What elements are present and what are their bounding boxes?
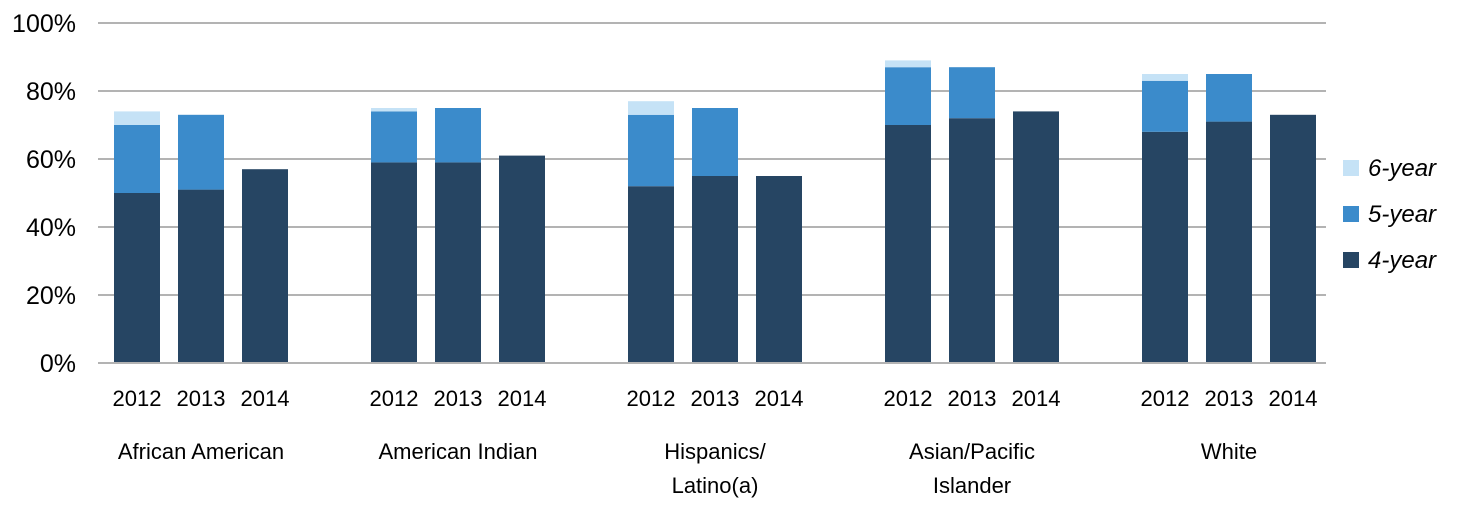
x-tick-label: 2013 (1205, 386, 1254, 411)
y-tick-label: 20% (26, 282, 76, 310)
x-tick-label: 2013 (177, 386, 226, 411)
bar-4-year-2014 (1270, 114, 1316, 363)
x-tick-label: 2013 (691, 386, 740, 411)
x-axis: 2012 2013 2014 African American 2012 2013 2014… (98, 362, 1326, 498)
x-tick-label: 2014 (755, 386, 804, 411)
legend-label: 5-year (1368, 201, 1437, 228)
legend-label: 6-year (1368, 155, 1437, 182)
x-tick-label: 2013 (948, 386, 997, 411)
bar-4-year-2014 (1013, 111, 1059, 364)
bar-4-year-2014 (242, 169, 288, 363)
bar-4-year-2012 (1142, 131, 1188, 363)
x-tick-label: 2014 (1012, 386, 1061, 411)
bar-5-year-2013 (435, 108, 481, 163)
bar-5-year-2012 (885, 67, 931, 125)
y-tick-label: 40% (26, 214, 76, 242)
bar-4-year-2012 (114, 193, 160, 363)
bar-4-year-2013 (1206, 121, 1252, 363)
bar-4-year-2012 (885, 125, 931, 363)
x-tick-label: 2012 (627, 386, 676, 411)
bar-4-year-2014 (499, 155, 545, 363)
bar-5-year-2012 (628, 114, 674, 187)
legend-swatch (1343, 206, 1359, 222)
group-label: Asian/Pacific (909, 439, 1035, 464)
group-label: White (1201, 439, 1257, 464)
y-axis: 0% 20% 40% 60% 80% 100% (12, 10, 76, 378)
bar-4-year-2012 (628, 186, 674, 363)
x-tick-label: 2014 (498, 386, 547, 411)
bar-5-year-2013 (1206, 74, 1252, 122)
bar-5-year-2012 (114, 125, 160, 193)
bar-4-year-2013 (949, 118, 995, 363)
bar-6-year-2012 (628, 101, 674, 115)
bar-5-year-2013 (178, 114, 224, 190)
legend: 6-year 5-year 4-year (1343, 155, 1437, 274)
bar-4-year-2014 (756, 176, 802, 363)
y-tick-label: 60% (26, 146, 76, 174)
group-label: African American (118, 439, 284, 464)
x-tick-label: 2013 (434, 386, 483, 411)
bar-4-year-2012 (371, 162, 417, 363)
bar-4-year-2013 (178, 189, 224, 363)
x-tick-label: 2014 (1269, 386, 1318, 411)
y-tick-label: 0% (40, 350, 76, 378)
x-tick-label: 2012 (884, 386, 933, 411)
bar-5-year-2012 (371, 111, 417, 163)
x-tick-label: 2012 (113, 386, 162, 411)
bar-6-year-2012 (114, 111, 160, 125)
legend-swatch (1343, 160, 1359, 176)
bar-4-year-2013 (435, 162, 481, 363)
x-tick-label: 2014 (241, 386, 290, 411)
bar-6-year-2012 (371, 108, 417, 112)
bars (114, 60, 1316, 364)
bar-5-year-2012 (1142, 80, 1188, 132)
bar-5-year-2013 (692, 108, 738, 176)
x-tick-label: 2012 (370, 386, 419, 411)
group-label: Latino(a) (672, 473, 759, 498)
group-label: American Indian (379, 439, 538, 464)
bar-6-year-2012 (885, 60, 931, 68)
y-tick-label: 80% (26, 78, 76, 106)
x-tick-label: 2012 (1141, 386, 1190, 411)
y-tick-label: 100% (12, 10, 76, 38)
bar-6-year-2012 (1142, 74, 1188, 81)
legend-swatch (1343, 252, 1359, 268)
group-label: Islander (933, 473, 1011, 498)
bar-4-year-2013 (692, 176, 738, 363)
legend-label: 4-year (1368, 247, 1437, 274)
bar-5-year-2013 (949, 67, 995, 119)
group-label: Hispanics/ (664, 439, 766, 464)
